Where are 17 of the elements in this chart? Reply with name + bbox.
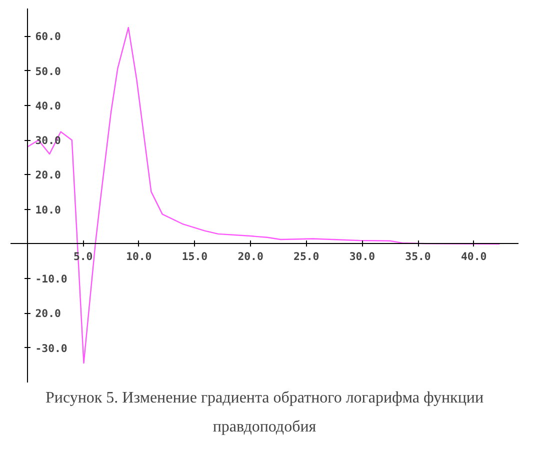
y-tick-label: 20.0: [35, 168, 61, 182]
x-tick-label: 15.0: [182, 250, 208, 263]
x-tick-label: 40.0: [461, 250, 487, 263]
y-tick-label: -30.0: [35, 342, 68, 355]
y-tick-label: 60.0: [35, 30, 61, 44]
text: Рисунок 5. Изменение градиента обратного логарифма функции правдоподобия: [45, 390, 484, 436]
x-tick-label: 20.0: [238, 250, 264, 263]
y-tick-label: 40.0: [35, 99, 61, 112]
y-tick-label: 10.0: [35, 203, 61, 216]
line-series: [26, 26, 500, 364]
y-tick-label: -10.0: [35, 272, 68, 286]
x-tick-label: 30.0: [349, 250, 376, 263]
x-tick-label: 10.0: [126, 250, 152, 263]
x-tick-label: 35.0: [405, 250, 431, 263]
x-tick-label: 25.0: [294, 250, 320, 263]
y-tick-label: 50.0: [35, 64, 61, 78]
y-tick-label: 20.0: [35, 307, 61, 320]
